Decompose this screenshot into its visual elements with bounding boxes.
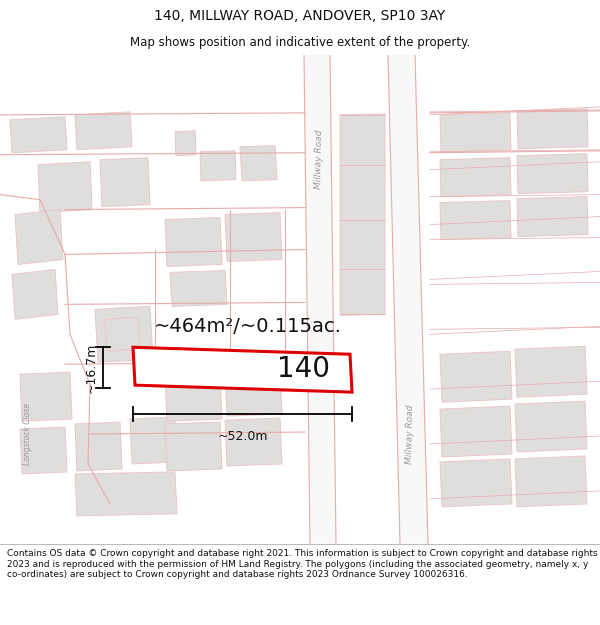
Polygon shape (12, 269, 58, 319)
Polygon shape (340, 114, 385, 316)
Polygon shape (100, 158, 150, 207)
Polygon shape (165, 422, 222, 471)
Polygon shape (225, 418, 282, 466)
Polygon shape (133, 348, 352, 392)
Text: ~16.7m: ~16.7m (85, 342, 98, 393)
Polygon shape (440, 406, 512, 457)
Polygon shape (440, 351, 512, 402)
Text: ~52.0m: ~52.0m (217, 430, 268, 443)
Polygon shape (75, 422, 122, 471)
Text: Millway Road: Millway Road (405, 404, 415, 464)
Polygon shape (38, 162, 92, 212)
Text: 140: 140 (277, 355, 330, 383)
Text: Map shows position and indicative extent of the property.: Map shows position and indicative extent… (130, 36, 470, 49)
Polygon shape (225, 213, 282, 261)
Polygon shape (15, 209, 63, 264)
Polygon shape (388, 55, 428, 544)
Polygon shape (240, 146, 277, 181)
Polygon shape (440, 201, 511, 239)
Text: 140, MILLWAY ROAD, ANDOVER, SP10 3AY: 140, MILLWAY ROAD, ANDOVER, SP10 3AY (154, 9, 446, 24)
Polygon shape (517, 154, 588, 194)
Text: ~464m²/~0.115ac.: ~464m²/~0.115ac. (154, 317, 342, 336)
Polygon shape (440, 459, 512, 507)
Polygon shape (440, 158, 511, 197)
Polygon shape (517, 109, 588, 149)
Text: Longstock Close: Longstock Close (23, 403, 32, 465)
Polygon shape (170, 271, 227, 306)
Polygon shape (105, 318, 140, 351)
Polygon shape (225, 368, 282, 416)
Polygon shape (75, 112, 132, 150)
Polygon shape (130, 417, 177, 464)
Polygon shape (165, 217, 222, 266)
Polygon shape (95, 306, 153, 362)
Polygon shape (165, 372, 222, 421)
Polygon shape (517, 197, 588, 236)
Polygon shape (440, 113, 511, 152)
Polygon shape (10, 117, 67, 152)
Polygon shape (20, 427, 67, 474)
Polygon shape (515, 456, 587, 507)
Polygon shape (175, 131, 196, 156)
Polygon shape (515, 346, 587, 397)
Polygon shape (200, 151, 236, 181)
Polygon shape (515, 401, 587, 452)
Polygon shape (20, 372, 72, 421)
Polygon shape (75, 472, 177, 516)
Polygon shape (304, 55, 336, 544)
Text: Contains OS data © Crown copyright and database right 2021. This information is : Contains OS data © Crown copyright and d… (7, 549, 598, 579)
Text: Millway Road: Millway Road (314, 130, 324, 189)
